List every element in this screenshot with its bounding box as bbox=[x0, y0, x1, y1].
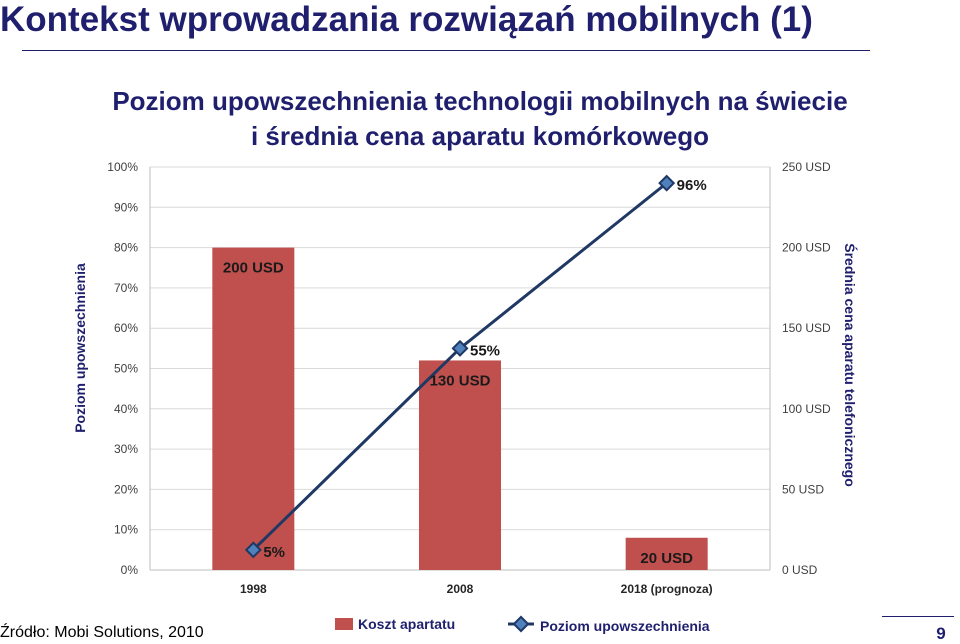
chart-title-line-2: i średnia cena aparatu komórkowego bbox=[250, 121, 710, 151]
line-data-label: 55% bbox=[470, 342, 500, 359]
left-tick-label: 70% bbox=[114, 281, 138, 295]
bar-series bbox=[212, 247, 708, 570]
bar bbox=[212, 247, 295, 570]
bar-data-label: 130 USD bbox=[430, 372, 491, 389]
bar-data-label: 20 USD bbox=[640, 550, 693, 567]
left-tick-label: 40% bbox=[114, 402, 138, 416]
legend: Koszt apartatu Poziom upowszechnienia bbox=[335, 615, 710, 634]
line-point bbox=[451, 339, 469, 357]
right-tick-label: 100 USD bbox=[782, 402, 831, 416]
left-axis-title: Poziom upowszechnienia bbox=[72, 263, 88, 433]
left-tick-label: 30% bbox=[114, 442, 138, 456]
right-tick-label: 200 USD bbox=[782, 241, 831, 255]
x-tick-label: 1998 bbox=[240, 582, 267, 596]
right-tick-label: 250 USD bbox=[782, 160, 831, 174]
chart-title-line-1: Poziom upowszechnienia technologii mobil… bbox=[112, 86, 848, 116]
right-tick-label: 150 USD bbox=[782, 321, 831, 335]
bar bbox=[625, 537, 708, 570]
left-tick-label: 60% bbox=[114, 321, 138, 335]
left-tick-label: 90% bbox=[114, 200, 138, 214]
left-tick-label: 80% bbox=[114, 241, 138, 255]
page-number: 9 bbox=[936, 624, 946, 643]
legend-label-bar: Koszt apartatu bbox=[358, 616, 455, 632]
source-note: Źródło: Mobi Solutions, 2010 bbox=[0, 624, 204, 641]
left-tick-label: 100% bbox=[107, 160, 138, 174]
line-series bbox=[244, 174, 676, 559]
bar bbox=[419, 360, 501, 570]
x-tick-label: 2008 bbox=[447, 582, 474, 596]
data-labels: 200 USD 130 USD 20 USD 5% 55% 96% bbox=[223, 177, 707, 567]
legend-swatch-marker bbox=[512, 615, 530, 633]
legend-label-line: Poziom upowszechnienia bbox=[540, 618, 710, 634]
right-axis-title: Średnia cena aparatu telefonicznego bbox=[842, 243, 859, 487]
page-number-rule bbox=[882, 616, 954, 617]
x-tick-label: 2018 (prognoza) bbox=[621, 582, 713, 596]
left-tick-label: 50% bbox=[114, 362, 138, 376]
right-tick-label: 0 USD bbox=[782, 563, 818, 577]
legend-swatch-bar bbox=[335, 618, 353, 630]
title-divider bbox=[22, 50, 870, 51]
left-tick-label: 20% bbox=[114, 482, 138, 496]
left-tick-label: 10% bbox=[114, 523, 138, 537]
line-data-label: 96% bbox=[677, 177, 707, 194]
right-tick-label: 50 USD bbox=[782, 482, 824, 496]
line-data-label: 5% bbox=[263, 544, 285, 561]
axes: 0% 10% 20% 30% 40% 50% 60% 70% 80% 90% 100% 0 USD 50… bbox=[72, 160, 859, 596]
line-point bbox=[658, 174, 676, 192]
slide-title: Kontekst wprowadzania rozwiązań mobilnyc… bbox=[0, 0, 813, 39]
line-point bbox=[244, 541, 262, 559]
bar-data-label: 200 USD bbox=[223, 260, 284, 277]
left-tick-label: 0% bbox=[121, 563, 139, 577]
